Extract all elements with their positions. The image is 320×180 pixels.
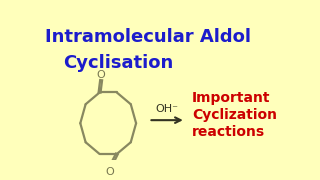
- Text: OH⁻: OH⁻: [156, 104, 179, 114]
- Text: Cyclisation: Cyclisation: [63, 54, 173, 72]
- Text: O: O: [106, 167, 114, 177]
- Text: Cyclization: Cyclization: [192, 108, 277, 122]
- Text: O: O: [97, 70, 106, 80]
- Text: reactions: reactions: [192, 125, 265, 139]
- Text: Important: Important: [192, 91, 270, 105]
- Text: Intramolecular Aldol: Intramolecular Aldol: [45, 28, 251, 46]
